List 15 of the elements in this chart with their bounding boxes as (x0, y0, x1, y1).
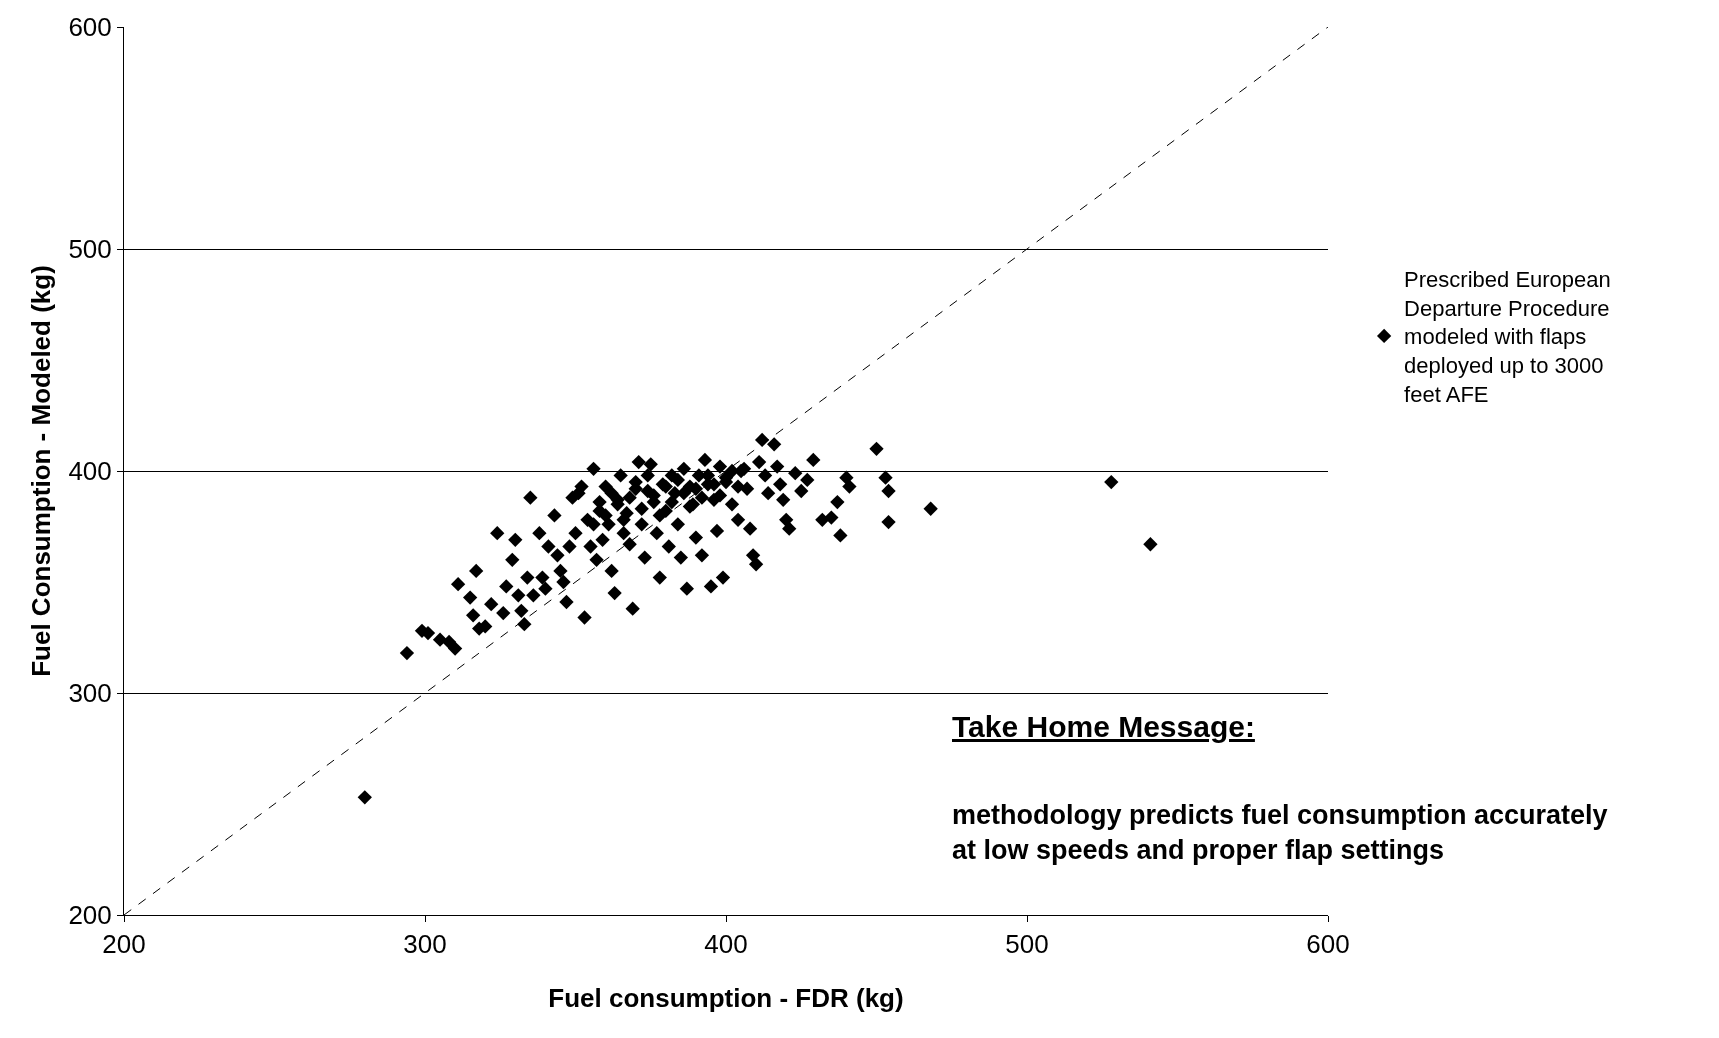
x-tick-label: 400 (704, 929, 748, 960)
x-tick-label: 500 (1005, 929, 1049, 960)
x-tick-label: 600 (1306, 929, 1350, 960)
y-tick-label: 300 (68, 678, 112, 709)
y-tick-label: 500 (68, 234, 112, 265)
y-axis-title: Fuel Consumption - Modeled (kg) (25, 265, 56, 677)
annotation: methodology predicts fuel consumption accurately at low speeds and proper flap settings (952, 800, 1608, 866)
legend-label: Prescribed European Departure Procedure modeled with flaps deployed up to 3000 feet AFE (1404, 267, 1611, 407)
annotation: Take Home Message: (952, 710, 1255, 743)
y-tick-label: 200 (68, 900, 112, 931)
x-tick-label: 300 (403, 929, 447, 960)
y-tick-label: 600 (68, 12, 112, 43)
y-tick-label: 400 (68, 456, 112, 487)
x-axis-title: Fuel consumption - FDR (kg) (548, 982, 904, 1013)
x-tick-label: 200 (102, 929, 146, 960)
